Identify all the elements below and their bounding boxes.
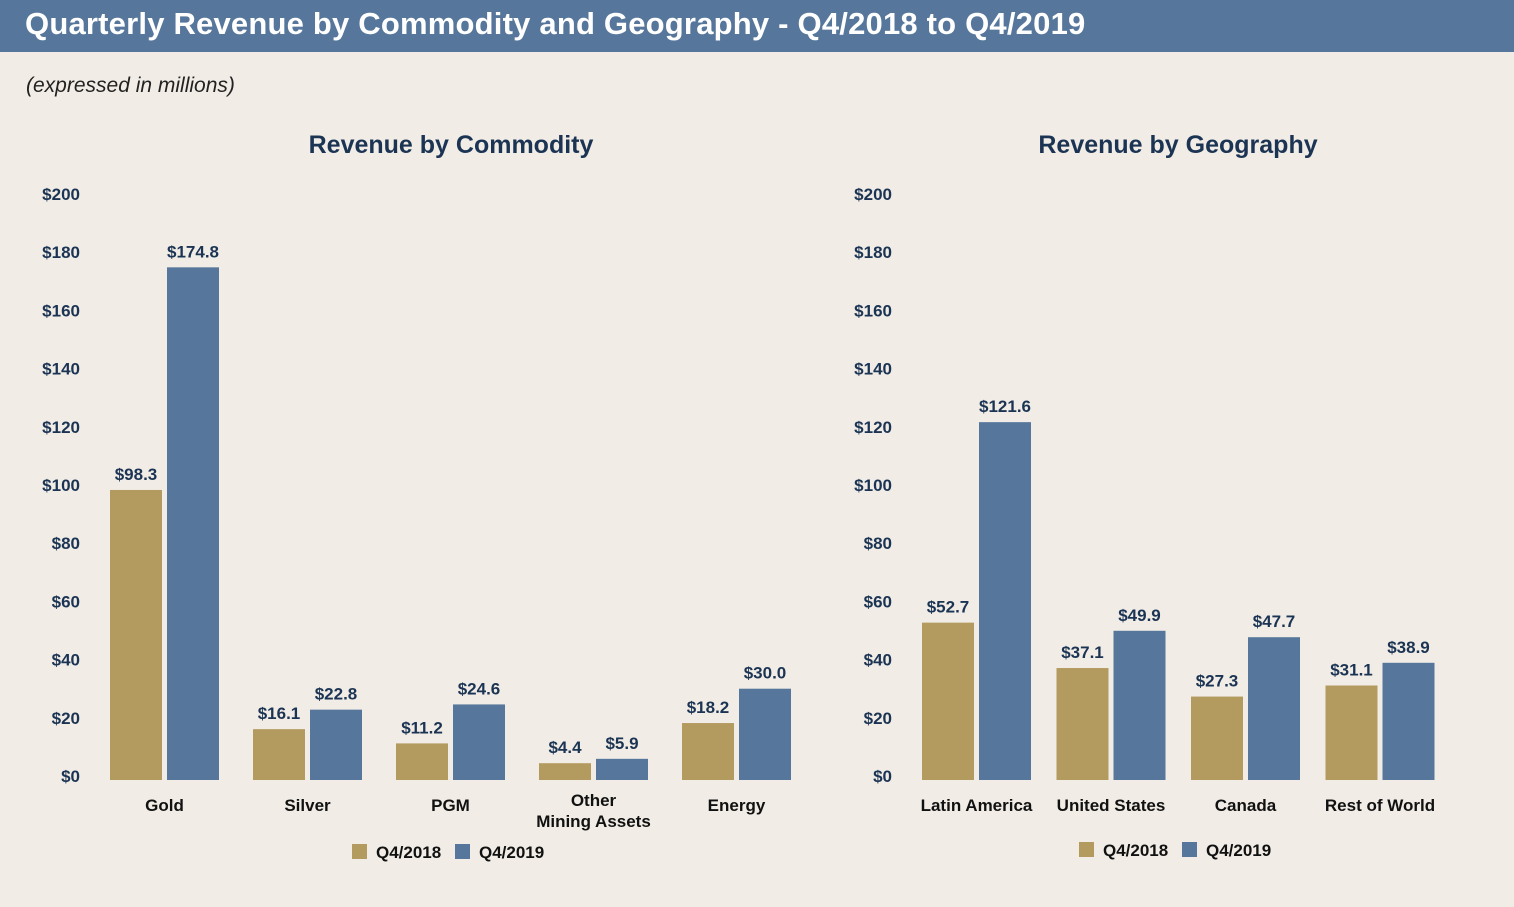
geography-y-tick-label: $0	[873, 767, 892, 786]
geography-bar-q4-2018	[1325, 685, 1378, 780]
geography-data-label: $49.9	[1118, 606, 1161, 625]
commodity-data-label: $16.1	[258, 704, 301, 723]
geography-data-label: $31.1	[1330, 660, 1373, 679]
geography-category-label: Latin America	[921, 796, 1033, 815]
geography-bar-q4-2018	[922, 622, 974, 780]
commodity-bar-q4-2018	[682, 723, 734, 780]
commodity-y-tick-label: $120	[42, 418, 80, 437]
commodity-legend-swatch-q4-2019	[455, 844, 470, 859]
header-bar: Quarterly Revenue by Commodity and Geogr…	[0, 0, 1514, 52]
commodity-legend-label: Q4/2018	[376, 843, 441, 862]
commodity-data-label: $11.2	[401, 718, 443, 737]
geography-y-tick-label: $20	[864, 709, 892, 728]
commodity-data-label: $30.0	[744, 664, 787, 683]
commodity-legend-swatch-q4-2018	[352, 844, 367, 859]
commodity-y-tick-label: $40	[52, 651, 80, 670]
geography-y-tick-label: $60	[864, 592, 892, 611]
commodity-y-tick-label: $160	[42, 301, 80, 320]
commodity-bar-q4-2019	[739, 688, 791, 780]
commodity-bar-q4-2018	[396, 743, 448, 780]
commodity-data-label: $4.4	[548, 738, 582, 757]
commodity-bar-q4-2019	[453, 704, 505, 780]
commodity-y-tick-label: $80	[52, 534, 80, 553]
geography-bar-q4-2019	[1248, 637, 1300, 780]
commodity-bar-q4-2019	[167, 267, 219, 780]
commodity-category-label: PGM	[431, 796, 470, 815]
commodity-bar-q4-2019	[310, 709, 362, 780]
geography-bar-q4-2018	[1191, 696, 1243, 780]
commodity-data-label: $18.2	[687, 698, 730, 717]
commodity-y-tick-label: $200	[42, 185, 80, 204]
geography-data-label: $121.6	[979, 397, 1031, 416]
geography-legend-swatch-q4-2018	[1079, 842, 1094, 857]
commodity-y-tick-label: $180	[42, 243, 80, 262]
geography-legend-label: Q4/2018	[1103, 841, 1168, 860]
geography-data-label: $47.7	[1253, 612, 1296, 631]
page-title: Quarterly Revenue by Commodity and Geogr…	[25, 6, 1086, 41]
commodity-bar-q4-2018	[110, 489, 162, 780]
geography-data-label: $37.1	[1061, 643, 1104, 662]
commodity-legend-label: Q4/2019	[479, 843, 544, 862]
commodity-y-tick-label: $140	[42, 360, 80, 379]
geography-y-tick-label: $80	[864, 534, 892, 553]
geography-bar-q4-2019	[1382, 662, 1435, 780]
commodity-data-label: $174.8	[167, 242, 219, 261]
geography-bar-q4-2019	[1113, 630, 1166, 780]
commodity-y-tick-label: $20	[52, 709, 80, 728]
commodity-category-label: Energy	[708, 796, 766, 815]
geography-category-label: Canada	[1215, 796, 1277, 815]
geography-bar-q4-2019	[979, 422, 1031, 780]
commodity-y-tick-label: $100	[42, 476, 80, 495]
commodity-chart-title: Revenue by Commodity	[309, 131, 594, 159]
geography-y-tick-label: $200	[854, 185, 892, 204]
geography-category-label: United States	[1057, 796, 1166, 815]
geography-y-tick-label: $180	[854, 243, 892, 262]
geography-y-tick-label: $120	[854, 418, 892, 437]
commodity-data-label: $24.6	[458, 679, 501, 698]
commodity-category-label: Gold	[145, 796, 184, 815]
geography-y-tick-label: $40	[864, 651, 892, 670]
geography-y-tick-label: $140	[854, 360, 892, 379]
geography-y-tick-label: $100	[854, 476, 892, 495]
geography-category-label: Rest of World	[1325, 796, 1435, 815]
commodity-data-label: $22.8	[315, 685, 358, 704]
geography-chart-title: Revenue by Geography	[1038, 131, 1317, 159]
units-note: (expressed in millions)	[26, 74, 235, 97]
geography-legend-swatch-q4-2019	[1182, 842, 1197, 857]
commodity-y-tick-label: $0	[61, 767, 80, 786]
commodity-bar-q4-2019	[596, 758, 648, 780]
commodity-category-label: Mining Assets	[536, 812, 651, 831]
geography-data-label: $38.9	[1387, 638, 1430, 657]
geography-y-tick-label: $160	[854, 301, 892, 320]
geography-data-label: $27.3	[1196, 672, 1239, 691]
commodity-category-label: Silver	[284, 796, 331, 815]
commodity-data-label: $5.9	[605, 734, 638, 753]
commodity-y-tick-label: $60	[52, 592, 80, 611]
geography-bar-q4-2018	[1056, 668, 1109, 780]
commodity-data-label: $98.3	[115, 465, 158, 484]
commodity-bar-q4-2018	[539, 763, 591, 780]
geography-legend-label: Q4/2019	[1206, 841, 1271, 860]
geography-data-label: $52.7	[927, 598, 970, 617]
commodity-category-label: Other	[571, 791, 617, 810]
commodity-bar-q4-2018	[253, 729, 305, 780]
